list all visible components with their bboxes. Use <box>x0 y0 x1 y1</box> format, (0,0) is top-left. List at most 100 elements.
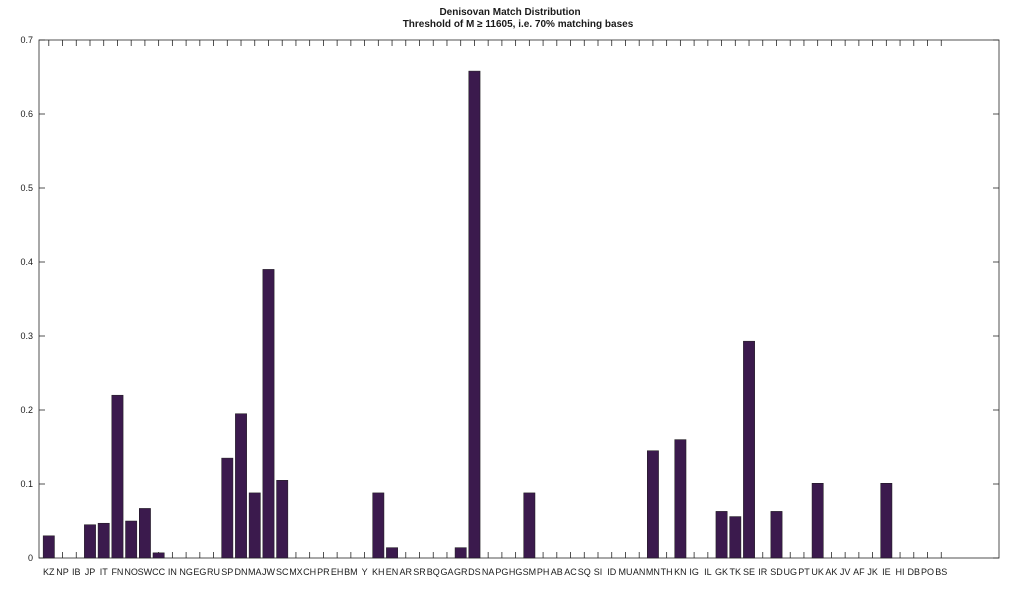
bar-gr <box>454 547 467 559</box>
x-tick-label: EN <box>386 567 399 577</box>
x-tick-label: TH <box>661 567 673 577</box>
x-tick-label: AF <box>853 567 865 577</box>
x-tick-label: AB <box>551 567 563 577</box>
bar-gk <box>715 511 728 559</box>
x-tick-label: IE <box>882 567 891 577</box>
x-tick-label: Y <box>362 567 368 577</box>
x-tick-label: JP <box>85 567 96 577</box>
bar-jw <box>262 269 275 559</box>
bar-sc <box>276 480 289 559</box>
x-tick-label: SE <box>743 567 755 577</box>
bar-sd <box>770 511 783 559</box>
bar-kh <box>372 492 385 559</box>
x-tick-label: AC <box>564 567 577 577</box>
bar-kn <box>674 439 687 559</box>
x-tick-label: DS <box>468 567 481 577</box>
x-tick-label: FN <box>111 567 123 577</box>
bar-uk <box>811 483 824 559</box>
x-tick-label: AR <box>400 567 413 577</box>
bar-ie <box>880 483 893 559</box>
y-tick-label: 0.3 <box>20 331 33 341</box>
x-tick-label: IN <box>168 567 177 577</box>
chart-title: Denisovan Match Distribution <box>439 7 580 18</box>
x-tick-label: BM <box>344 567 358 577</box>
y-tick-label: 0 <box>28 553 33 563</box>
x-tick-label: SQ <box>578 567 591 577</box>
x-tick-label: PT <box>798 567 810 577</box>
y-tick-label: 0.7 <box>20 35 33 45</box>
x-tick-label: BS <box>935 567 947 577</box>
y-tick-label: 0.4 <box>20 257 33 267</box>
x-tick-label: CH <box>303 567 316 577</box>
y-tick-label: 0.1 <box>20 479 33 489</box>
x-tick-label: SC <box>276 567 289 577</box>
y-tick-label: 0.2 <box>20 405 33 415</box>
x-tick-label: NP <box>56 567 69 577</box>
x-tick-label: MA <box>248 567 262 577</box>
x-tick-label: BQ <box>427 567 440 577</box>
x-tick-label: CC <box>152 567 165 577</box>
x-tick-label: SP <box>221 567 233 577</box>
x-tick-label: IG <box>689 567 699 577</box>
x-tick-label: GR <box>454 567 468 577</box>
x-tick-label: RU <box>207 567 220 577</box>
x-tick-label: IB <box>72 567 81 577</box>
bar-dn <box>235 413 247 559</box>
x-tick-label: PG <box>495 567 508 577</box>
bar-sw <box>139 508 151 559</box>
x-tick-label: NA <box>482 567 495 577</box>
x-tick-label: IL <box>704 567 712 577</box>
x-tick-label: SM <box>523 567 537 577</box>
x-tick-label: SW <box>138 567 153 577</box>
x-tick-label: KN <box>674 567 687 577</box>
x-tick-label: MN <box>646 567 660 577</box>
x-tick-label: EG <box>193 567 206 577</box>
x-tick-label: DN <box>235 567 248 577</box>
x-tick-label: NO <box>124 567 138 577</box>
x-tick-label: KZ <box>43 567 55 577</box>
x-tick-label: ID <box>607 567 617 577</box>
bar-ds <box>468 70 481 559</box>
x-tick-label: SR <box>413 567 426 577</box>
x-tick-label: AK <box>825 567 837 577</box>
bar-jp <box>84 524 96 559</box>
x-tick-label: MU <box>618 567 632 577</box>
x-tick-label: PR <box>317 567 330 577</box>
x-tick-label: GK <box>715 567 728 577</box>
x-tick-label: NG <box>179 567 193 577</box>
bar-mn <box>647 450 659 559</box>
x-tick-label: HI <box>896 567 905 577</box>
x-tick-label: UG <box>783 567 797 577</box>
axes-box <box>38 39 1000 559</box>
x-tick-label: KH <box>372 567 385 577</box>
x-tick-label: MX <box>289 567 303 577</box>
bar-sp <box>221 457 234 559</box>
x-tick-label: JW <box>262 567 276 577</box>
x-tick-label: SI <box>594 567 603 577</box>
bar-ma <box>248 492 261 559</box>
x-tick-label: HG <box>509 567 523 577</box>
x-tick-label: AN <box>633 567 646 577</box>
y-tick-label: 0.6 <box>20 109 33 119</box>
x-tick-label: DB <box>908 567 921 577</box>
bar-kz <box>42 535 55 559</box>
bar-cc <box>152 552 165 559</box>
x-tick-label: PO <box>921 567 934 577</box>
chart-subtitle: Threshold of M ≥ 11605, i.e. 70% matchin… <box>403 19 634 30</box>
bar-fn <box>111 394 124 559</box>
x-tick-label: UK <box>811 567 824 577</box>
bar-en <box>386 547 398 559</box>
x-tick-label: JK <box>867 567 878 577</box>
x-tick-label: GA <box>440 567 453 577</box>
x-tick-label: IT <box>100 567 109 577</box>
bar-no <box>125 520 138 559</box>
y-tick-label: 0.5 <box>20 183 33 193</box>
plot-area: 0 0.1 0.2 0.3 0.4 0.5 0.6 0.7 KZ NP IB JP IT FN NO SW CC… <box>20 35 1000 577</box>
bar-tk <box>729 516 742 559</box>
x-tick-label: SD <box>770 567 783 577</box>
x-tick-label: EH <box>331 567 344 577</box>
x-tick-label: JV <box>840 567 851 577</box>
bar-se <box>743 340 755 559</box>
